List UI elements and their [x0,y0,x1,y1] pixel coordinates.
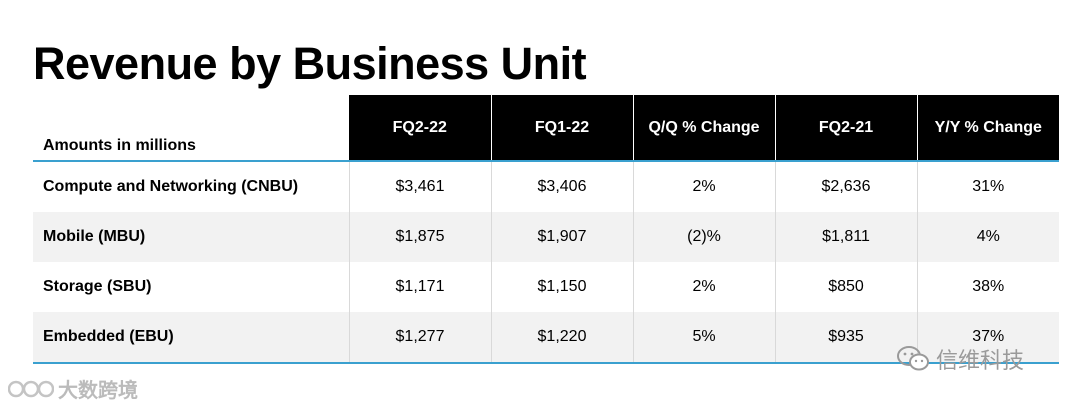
table-cell: 2% [633,262,776,312]
row-label: Compute and Networking (CNBU) [33,161,350,212]
table-row: Storage (SBU) $1,171 $1,150 2% $850 38% [33,262,1059,312]
table-cell: (2)% [633,212,776,262]
table-cell: 5% [633,312,776,363]
table-cell: $1,875 [349,212,492,262]
table-header-row: Amounts in millions FQ2-22 FQ1-22 Q/Q % … [33,95,1059,161]
row-label: Storage (SBU) [33,262,350,312]
table-row: Embedded (EBU) $1,277 $1,220 5% $935 37% [33,312,1059,363]
table-cell: $1,171 [349,262,492,312]
watermark-right-text: 信维科技 [936,348,1025,373]
watermark-left: 大数跨境 [8,374,138,403]
column-header: Y/Y % Change [917,95,1059,161]
table-cell: $2,636 [775,161,918,212]
table-row: Compute and Networking (CNBU) $3,461 $3,… [33,161,1059,212]
page-title: Revenue by Business Unit [33,38,587,89]
revenue-table: Amounts in millions FQ2-22 FQ1-22 Q/Q % … [33,95,1059,364]
table-cell: $1,277 [349,312,492,363]
column-header: Q/Q % Change [633,95,776,161]
table-cell: $3,406 [491,161,634,212]
amounts-label: Amounts in millions [33,95,349,161]
table-cell: 2% [633,161,776,212]
column-header: FQ2-21 [775,95,918,161]
table-cell: $1,220 [491,312,634,363]
table-cell: $3,461 [349,161,492,212]
table-cell: 4% [917,212,1059,262]
table-cell: $1,811 [775,212,918,262]
table-row: Mobile (MBU) $1,875 $1,907 (2)% $1,811 4… [33,212,1059,262]
table-cell: $1,150 [491,262,634,312]
row-label: Mobile (MBU) [33,212,350,262]
table-cell: 38% [972,278,1005,295]
wechat-icon [897,346,929,371]
row-label: Embedded (EBU) [33,312,350,363]
table-cell: 31% [972,178,1005,195]
table-cell: $935 [775,312,918,363]
table-cell: $1,907 [491,212,634,262]
column-header: FQ2-22 [349,95,492,161]
table-cell: 37% [917,312,1059,363]
table-cell: $850 [775,262,918,312]
watermark-right: 信维科技 [896,343,1024,375]
column-header: FQ1-22 [491,95,634,161]
watermark-left-text: 大数跨境 [58,380,138,402]
watermark-logo-icon [8,380,54,397]
